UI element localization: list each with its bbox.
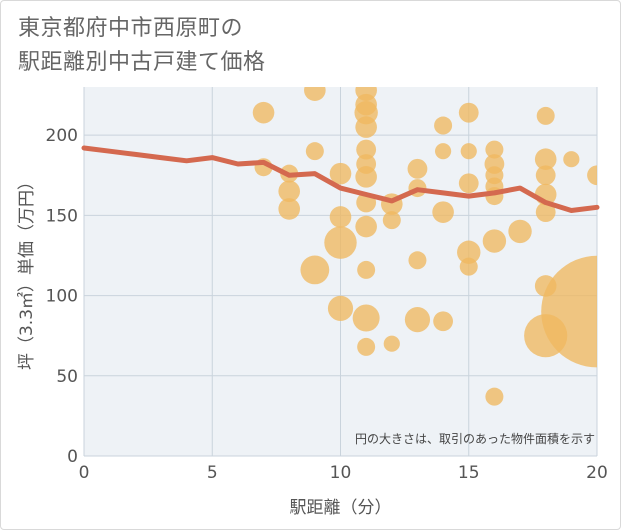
bubble-point <box>278 180 301 203</box>
bubble-point <box>278 198 301 220</box>
bubble-point <box>300 255 330 285</box>
bubble-point <box>485 140 504 159</box>
bubble-point <box>435 143 452 160</box>
bubble-point <box>433 311 453 332</box>
bubble-point <box>508 219 532 244</box>
y-tick-label: 100 <box>46 287 78 307</box>
x-tick-label: 20 <box>586 463 608 483</box>
bubble-point <box>534 148 557 170</box>
bubble-point <box>356 139 377 160</box>
y-tick-label: 150 <box>46 206 78 226</box>
x-axis-title: 駅距離（分） <box>290 498 392 518</box>
y-tick-label: 0 <box>67 447 78 467</box>
y-axis-title: 坪（3.3㎡）単価（万円） <box>17 173 37 370</box>
bubble-point <box>485 387 504 406</box>
y-tick-label: 200 <box>46 126 78 146</box>
x-axis-ticks: 0 5 10 15 20 <box>79 463 608 483</box>
y-tick-label: 50 <box>56 367 78 387</box>
bubble-point <box>432 201 454 223</box>
bubble-point <box>563 151 580 168</box>
bubble-point <box>329 162 352 185</box>
bubble-size-note: 円の大きさは、取引のあった物件面積を示す <box>355 431 595 446</box>
bubble-point <box>329 206 352 228</box>
x-tick-label: 0 <box>79 463 90 483</box>
bubble-point <box>355 166 377 188</box>
bubble-point <box>541 255 597 368</box>
bubble-point <box>587 165 597 186</box>
bubble-point <box>408 251 427 270</box>
bubble-point <box>324 226 357 259</box>
chart-title-line-2: 駅距離別中古戸建て価格 <box>18 50 266 75</box>
bubble-point <box>460 143 477 160</box>
bubble-point <box>535 165 556 186</box>
x-tick-label: 15 <box>458 463 480 483</box>
bubble-point <box>383 335 400 352</box>
bubble-point <box>459 257 478 276</box>
bubble-point <box>355 215 377 238</box>
bubble-point <box>357 260 376 279</box>
average-price-line <box>81 145 600 214</box>
chart-title-line-1: 東京都府中市西原町の <box>18 16 244 41</box>
bubble-point <box>252 101 275 124</box>
bubble-point <box>458 102 479 123</box>
bubble-point <box>457 240 481 264</box>
bubble-point <box>305 142 324 161</box>
bubble-point <box>304 87 326 102</box>
bubble-point <box>536 106 555 125</box>
x-tick-label: 5 <box>207 463 218 483</box>
bubble-point <box>458 173 479 194</box>
x-tick-label: 10 <box>330 463 352 483</box>
bubble-point <box>535 202 556 223</box>
bubble-point <box>482 229 507 253</box>
bubble-point <box>352 304 380 332</box>
bubble-point <box>382 211 401 230</box>
bubble-point <box>357 337 376 356</box>
bubble-point <box>355 116 377 138</box>
chart-title: 東京都府中市西原町の 駅距離別中古戸建て価格 <box>18 12 266 80</box>
bubble-point <box>327 295 354 321</box>
bubble-point <box>434 116 453 135</box>
bubble-point <box>404 307 431 333</box>
y-axis-ticks: 0 50 100 150 200 <box>46 126 78 467</box>
bubble-series <box>252 87 597 406</box>
bubble-point <box>407 158 428 179</box>
